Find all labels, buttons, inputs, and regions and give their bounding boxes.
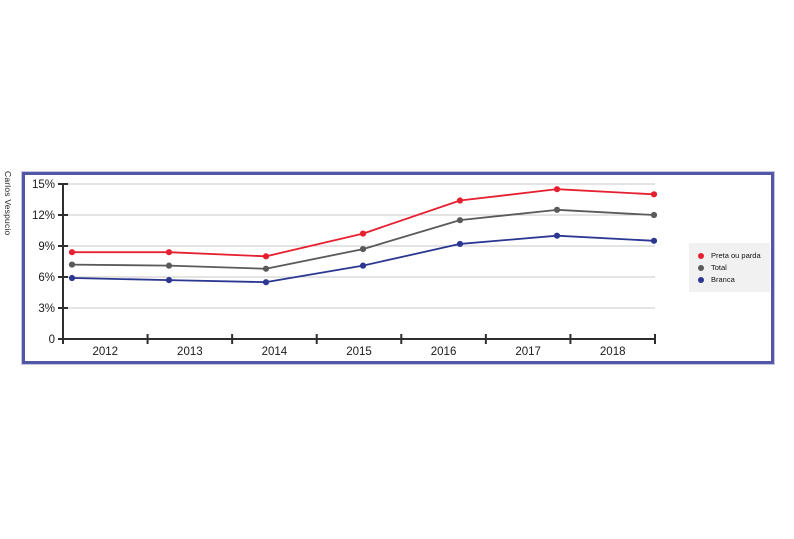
legend-dot-icon [698, 252, 704, 259]
legend-label: Branca [711, 275, 735, 284]
legend-label: Total [711, 263, 727, 272]
attribution-label: Carlos Vespucio [3, 171, 13, 236]
legend-label: Preta ou parda [711, 251, 761, 260]
chart-panel [22, 172, 774, 364]
legend-dot-icon [698, 264, 704, 271]
legend-item-branca: Branca [698, 275, 770, 284]
legend-item-total: Total [698, 263, 770, 272]
legend-item-preta-ou-parda: Preta ou parda [698, 251, 770, 260]
chart-legend: Preta ou parda Total Branca [689, 243, 770, 292]
legend-dot-icon [698, 276, 704, 283]
